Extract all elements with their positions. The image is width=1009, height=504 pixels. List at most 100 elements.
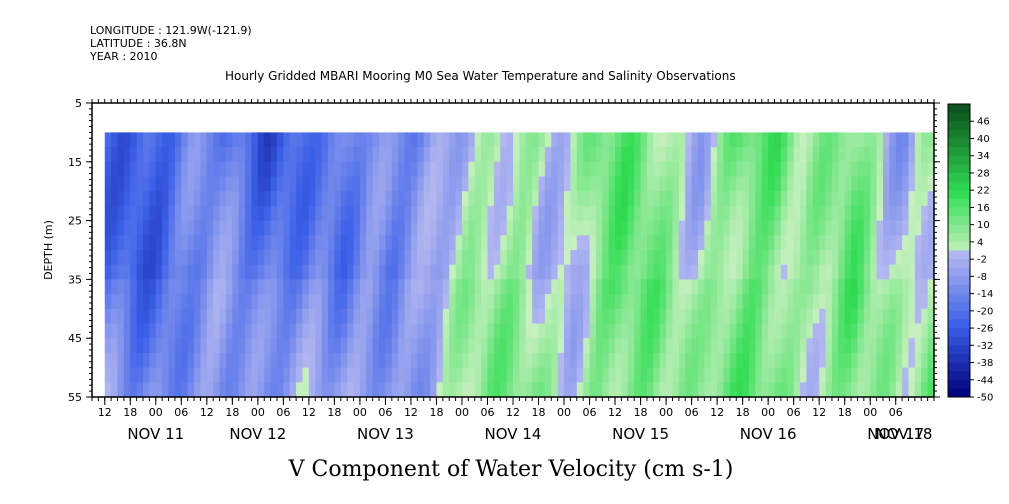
heatmap-cell bbox=[391, 294, 399, 310]
heatmap-cell bbox=[117, 264, 125, 280]
heatmap-cell bbox=[921, 323, 929, 339]
heatmap-cell bbox=[863, 132, 871, 148]
heatmap-cell bbox=[736, 250, 744, 266]
heatmap-cell bbox=[621, 176, 629, 192]
heatmap-cell bbox=[902, 161, 910, 178]
heatmap-cell bbox=[417, 176, 425, 192]
heatmap-cell bbox=[659, 382, 667, 398]
heatmap-cell bbox=[136, 176, 144, 192]
x-tick-label: 06 bbox=[889, 406, 903, 419]
heatmap-cell bbox=[736, 264, 744, 280]
heatmap-cell bbox=[761, 279, 769, 295]
heatmap-cell bbox=[678, 323, 686, 339]
heatmap-cell bbox=[570, 338, 578, 354]
heatmap-cell bbox=[302, 308, 310, 325]
colorbar-swatch bbox=[948, 250, 970, 260]
heatmap-cell bbox=[155, 279, 163, 295]
heatmap-cell bbox=[308, 294, 316, 310]
heatmap-cell bbox=[927, 352, 935, 369]
colorbar-swatch bbox=[948, 310, 970, 320]
heatmap-cell bbox=[736, 352, 744, 369]
heatmap-cell bbox=[889, 352, 897, 369]
heatmap-cell bbox=[315, 250, 323, 266]
heatmap-cell bbox=[902, 338, 910, 354]
heatmap-cell bbox=[921, 235, 929, 251]
heatmap-cell bbox=[685, 308, 693, 325]
x-tick-label: 00 bbox=[353, 406, 367, 419]
heatmap-cell bbox=[455, 191, 463, 207]
heatmap-cell bbox=[831, 250, 839, 266]
heatmap-cell bbox=[308, 367, 316, 383]
heatmap-cell bbox=[487, 367, 495, 383]
heatmap-cell bbox=[895, 235, 903, 251]
heatmap-cell bbox=[513, 308, 520, 325]
heatmap-cell bbox=[819, 176, 827, 192]
heatmap-cell bbox=[685, 367, 693, 383]
heatmap-cell bbox=[927, 205, 935, 222]
heatmap-cell bbox=[257, 161, 265, 178]
heatmap-cell bbox=[225, 323, 233, 339]
heatmap-cell bbox=[557, 205, 565, 222]
heatmap-cell bbox=[729, 382, 737, 398]
heatmap-cell bbox=[487, 132, 495, 148]
heatmap-cell bbox=[162, 161, 170, 178]
heatmap-cell bbox=[391, 235, 399, 251]
heatmap-cell bbox=[876, 367, 884, 383]
heatmap-cell bbox=[882, 323, 890, 339]
heatmap-cell bbox=[525, 250, 533, 266]
heatmap-cell bbox=[270, 264, 278, 280]
heatmap-cell bbox=[130, 147, 138, 163]
heatmap-cell bbox=[544, 338, 552, 354]
heatmap-cell bbox=[921, 147, 929, 163]
heatmap-cell bbox=[308, 279, 316, 295]
heatmap-cell bbox=[704, 352, 712, 369]
heatmap-cell bbox=[678, 205, 686, 222]
heatmap-cell bbox=[538, 279, 546, 295]
colorbar-swatch bbox=[948, 155, 970, 165]
heatmap-cell bbox=[634, 220, 642, 236]
heatmap-cell bbox=[812, 279, 820, 295]
heatmap-cell bbox=[646, 191, 654, 207]
heatmap-cell bbox=[513, 323, 520, 339]
heatmap-cell bbox=[257, 176, 265, 192]
heatmap-cell bbox=[340, 250, 348, 266]
heatmap-cell bbox=[570, 220, 578, 236]
heatmap-cell bbox=[825, 205, 833, 222]
heatmap-cell bbox=[155, 161, 163, 178]
heatmap-cell bbox=[914, 220, 922, 236]
heatmap-cell bbox=[519, 220, 527, 236]
heatmap-cell bbox=[149, 250, 157, 266]
heatmap-cell bbox=[404, 176, 412, 192]
heatmap-cell bbox=[436, 279, 444, 295]
heatmap-cell bbox=[819, 294, 827, 310]
heatmap-cell bbox=[270, 250, 278, 266]
heatmap-cell bbox=[889, 205, 897, 222]
heatmap-cell bbox=[921, 308, 929, 325]
heatmap-cell bbox=[908, 161, 916, 178]
heatmap-cell bbox=[806, 367, 814, 383]
heatmap-cell bbox=[800, 294, 808, 310]
heatmap-cell bbox=[704, 323, 712, 339]
heatmap-cell bbox=[143, 352, 151, 369]
heatmap-cell bbox=[449, 308, 457, 325]
heatmap-cell bbox=[691, 382, 699, 398]
heatmap-cell bbox=[366, 308, 374, 325]
heatmap-cell bbox=[238, 205, 246, 222]
heatmap-cell bbox=[780, 367, 788, 383]
heatmap-cell bbox=[117, 191, 125, 207]
heatmap-cell bbox=[442, 191, 450, 207]
heatmap-cell bbox=[640, 264, 648, 280]
heatmap-cell bbox=[308, 191, 316, 207]
heatmap-cell bbox=[666, 235, 674, 251]
heatmap-cell bbox=[870, 264, 878, 280]
heatmap-cell bbox=[697, 220, 705, 236]
heatmap-cell bbox=[347, 308, 355, 325]
heatmap-cell bbox=[838, 352, 846, 369]
heatmap-cell bbox=[436, 220, 444, 236]
heatmap-cell bbox=[519, 367, 527, 383]
heatmap-cell bbox=[589, 338, 597, 354]
x-tick-label: 12 bbox=[404, 406, 418, 419]
heatmap-cell bbox=[583, 323, 591, 339]
heatmap-cell bbox=[264, 235, 272, 251]
heatmap-cell bbox=[583, 352, 591, 369]
